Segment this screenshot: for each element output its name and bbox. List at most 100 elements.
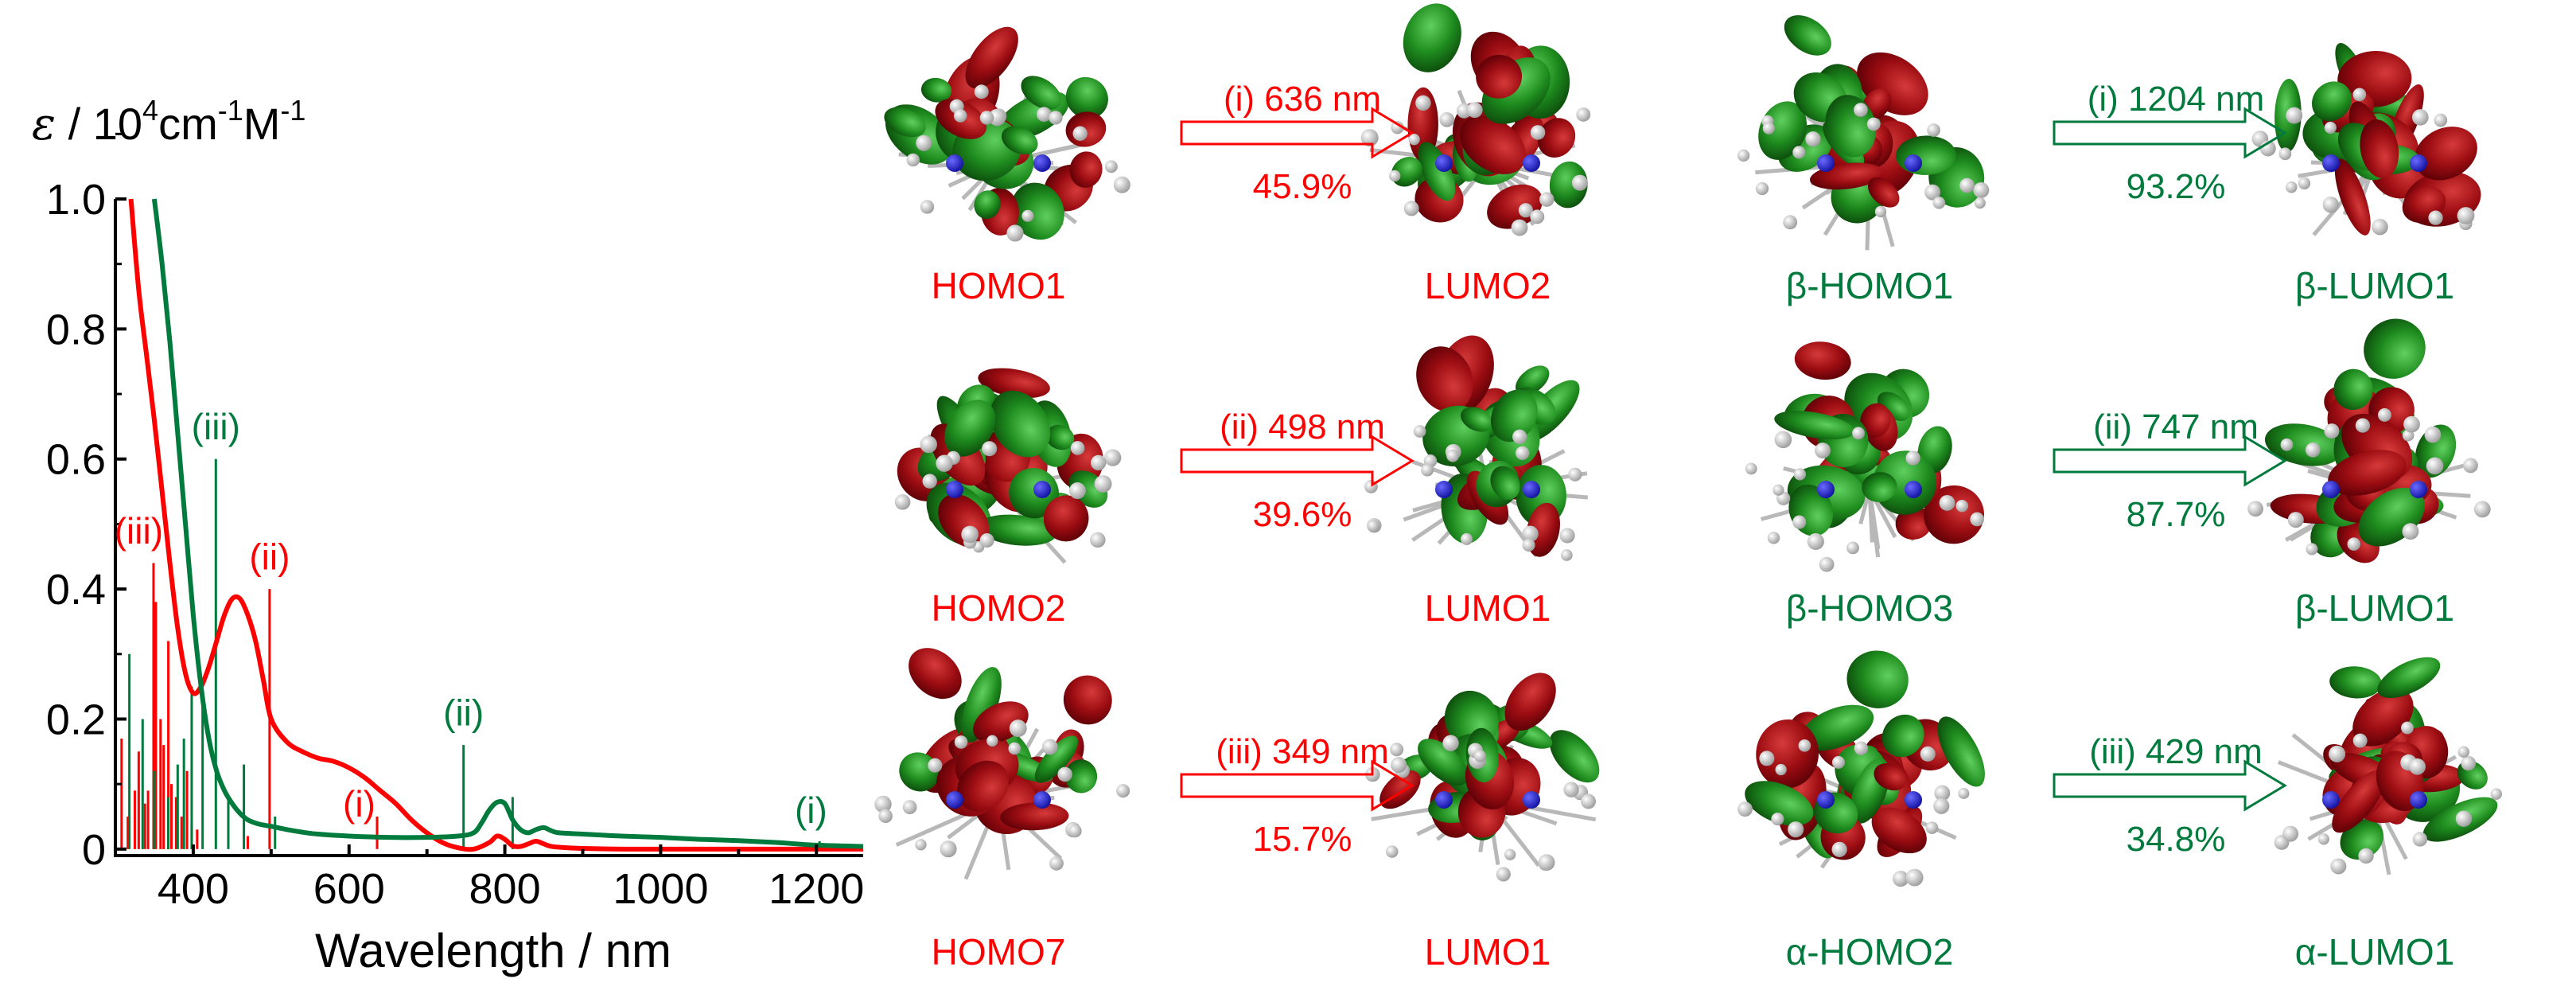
peak-label-red: (ii) — [249, 536, 290, 578]
lobe-negative — [2328, 450, 2407, 496]
y-axis-label-unit: cm — [158, 99, 218, 149]
nitrogen-atom — [1817, 154, 1835, 172]
orbital-to-image — [2251, 43, 2481, 236]
lobe-negative — [978, 368, 1050, 399]
lobe-negative — [1063, 675, 1112, 725]
orbital-from-image — [1737, 650, 1985, 887]
hydrogen-atom — [1413, 425, 1426, 438]
transition-panel: HOMO7 LUMO1 (iii) 349 nm 15.7% — [874, 648, 1600, 973]
hydrogen-atom — [2358, 848, 2374, 864]
atoms — [894, 435, 1122, 553]
hydrogen-atom — [2329, 745, 2346, 762]
hydrogen-atom — [1846, 541, 1859, 555]
hydrogen-atom — [1576, 107, 1591, 122]
orbital-to-label: β-LUMO1 — [2295, 265, 2454, 306]
x-tick-label: 400 — [158, 865, 229, 913]
hydrogen-atom — [1091, 454, 1107, 471]
peak-label-red: (i) — [343, 783, 376, 825]
orbital-lobes — [1774, 341, 1985, 544]
lobe-positive — [1862, 472, 1897, 502]
orbital-to-label: LUMO1 — [1425, 931, 1551, 973]
y-axis-label: ε / 104cm-1M-1 — [32, 94, 305, 150]
hydrogen-atom — [2378, 407, 2391, 422]
lobe-positive — [884, 107, 926, 138]
hydrogen-atom — [982, 441, 998, 457]
lobe-negative — [965, 26, 1018, 89]
hydrogen-atom — [1504, 848, 1516, 860]
atoms — [1737, 103, 1990, 230]
orbital-lobes — [1745, 650, 1985, 860]
orbital-from-label: β-HOMO3 — [1786, 587, 1953, 629]
nitrogen-atom — [2410, 481, 2427, 498]
hydrogen-atom — [2473, 501, 2491, 518]
hydrogen-atom — [1530, 209, 1545, 224]
transition-panel: HOMO1 LUMO2 (i) 636 nm 45.9% — [884, 3, 1591, 306]
lobe-negative — [2360, 119, 2399, 178]
hydrogen-atom — [1068, 482, 1086, 500]
nitrogen-atom — [2410, 791, 2427, 809]
hydrogen-atom — [954, 735, 968, 749]
hydrogen-atom — [988, 108, 1006, 127]
hydrogen-atom — [1421, 463, 1434, 477]
lobe-positive — [1010, 182, 1064, 240]
hydrogen-atom — [1774, 431, 1792, 449]
hydrogen-atom — [2347, 537, 2361, 551]
transition-arrow-icon — [1180, 107, 1414, 159]
hydrogen-atom — [2324, 121, 2337, 134]
orbital-from-image — [884, 26, 1130, 242]
lobe-negative — [1504, 673, 1556, 731]
hydrogen-atom — [1442, 735, 1459, 751]
hydrogen-atom — [1815, 443, 1831, 459]
transition-panel: β-HOMO1 β-LUMO1 (i) 1204 nm 93.2% — [1737, 15, 2481, 306]
lobe-positive — [2329, 666, 2382, 699]
nitrogen-atom — [1523, 154, 1540, 172]
hydrogen-atom — [1925, 821, 1939, 834]
hydrogen-atom — [1104, 449, 1122, 466]
hydrogen-atom — [1516, 446, 1530, 460]
x-axis-label: Wavelength / nm — [315, 924, 671, 977]
hydrogen-atom — [1755, 181, 1769, 196]
hydrogen-atom — [928, 758, 943, 773]
orbital-lobes — [884, 26, 1108, 240]
lobe-negative — [2352, 688, 2414, 747]
hydrogen-atom — [1466, 102, 1483, 119]
hydrogen-atom — [1408, 133, 1420, 146]
hydrogen-atom — [1798, 739, 1811, 752]
nitrogen-atom — [1905, 154, 1922, 172]
y-tick-label: 0.4 — [46, 566, 106, 614]
y-tick-label: 1.0 — [46, 176, 106, 224]
hydrogen-atom — [2306, 543, 2318, 556]
lobe-positive — [974, 190, 1001, 220]
transition-arrow-icon — [2053, 435, 2287, 487]
hydrogen-atom — [1745, 462, 1757, 475]
peak-label-green: (ii) — [443, 692, 484, 734]
transition-wavelength: (iii) 429 nm — [2089, 732, 2263, 771]
orbital-lobes — [897, 368, 1108, 548]
orbital-lobes — [899, 648, 1112, 835]
hydrogen-atom — [1974, 197, 1986, 209]
lobe-negative — [1860, 403, 1891, 438]
orbital-to-label: LUMO2 — [1425, 265, 1551, 306]
orbital-to-image — [2247, 318, 2491, 563]
hydrogen-atom — [1009, 719, 1027, 738]
transition-arrow-icon — [2053, 759, 2287, 812]
hydrogen-atom — [2457, 746, 2470, 758]
nitrogen-atom — [2322, 154, 2340, 172]
hydrogen-atom — [1759, 751, 1775, 766]
hydrogen-atom — [1008, 742, 1021, 755]
hydrogen-atom — [1094, 475, 1112, 493]
hydrogen-atom — [1927, 123, 1940, 137]
hydrogen-atom — [974, 84, 989, 99]
atoms — [1745, 427, 1985, 572]
lobe-positive — [1418, 142, 1456, 201]
hydrogen-atom — [1959, 177, 1975, 193]
atoms — [2274, 721, 2503, 875]
nitrogen-atom — [946, 791, 963, 809]
atoms — [906, 84, 1130, 242]
y-tick-label: 0.2 — [46, 696, 106, 743]
y-axis-label-exp: 4 — [142, 94, 158, 127]
hydrogen-atom — [916, 135, 932, 151]
x-ticks: 400 600 800 1000 1200 — [114, 844, 864, 913]
hydrogen-atom — [1070, 441, 1085, 455]
hydrogen-atom — [986, 735, 998, 747]
